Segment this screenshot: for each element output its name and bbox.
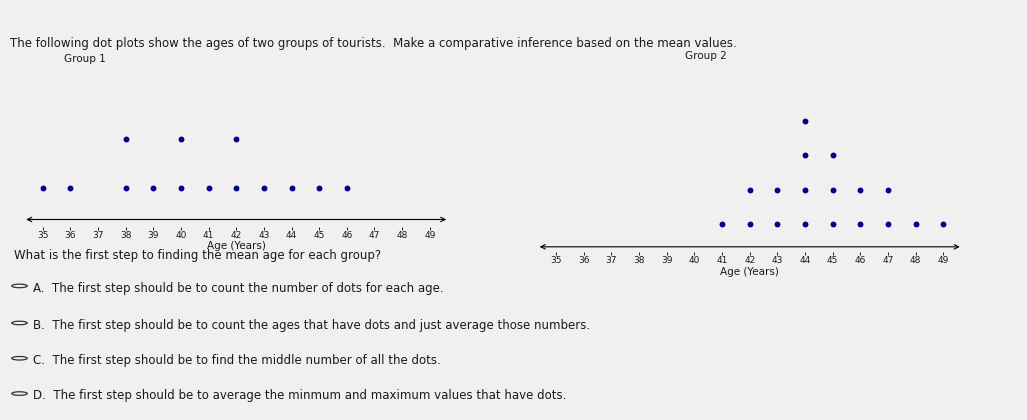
- Point: [228, 184, 244, 191]
- Point: [741, 221, 758, 228]
- X-axis label: Age (Years): Age (Years): [720, 267, 779, 276]
- Point: [825, 186, 841, 193]
- Point: [311, 184, 328, 191]
- Text: The following dot plots show the ages of two groups of tourists.  Make a compara: The following dot plots show the ages of…: [10, 37, 737, 50]
- Point: [228, 136, 244, 142]
- Point: [935, 221, 951, 228]
- Point: [908, 221, 924, 228]
- Point: [797, 152, 813, 158]
- Text: Group 2: Group 2: [685, 52, 727, 61]
- X-axis label: Age (Years): Age (Years): [206, 241, 266, 251]
- Text: What is the first step to finding the mean age for each group?: What is the first step to finding the me…: [14, 249, 381, 262]
- Point: [825, 152, 841, 158]
- Point: [256, 184, 272, 191]
- Point: [880, 186, 897, 193]
- Point: [173, 136, 189, 142]
- Point: [200, 184, 217, 191]
- Point: [825, 221, 841, 228]
- Point: [283, 184, 300, 191]
- Text: Group 1: Group 1: [64, 53, 106, 63]
- Point: [35, 184, 51, 191]
- Point: [797, 117, 813, 124]
- Point: [117, 184, 134, 191]
- Point: [117, 136, 134, 142]
- Point: [714, 221, 730, 228]
- Point: [769, 221, 786, 228]
- Point: [880, 221, 897, 228]
- Point: [797, 186, 813, 193]
- Text: A.  The first step should be to count the number of dots for each age.: A. The first step should be to count the…: [33, 281, 444, 294]
- Point: [797, 221, 813, 228]
- Point: [145, 184, 161, 191]
- Point: [339, 184, 355, 191]
- Point: [852, 186, 869, 193]
- Point: [769, 186, 786, 193]
- Text: D.  The first step should be to average the minmum and maximum values that have : D. The first step should be to average t…: [33, 389, 567, 402]
- Text: C.  The first step should be to find the middle number of all the dots.: C. The first step should be to find the …: [33, 354, 442, 367]
- Text: B.  The first step should be to count the ages that have dots and just average t: B. The first step should be to count the…: [33, 318, 591, 331]
- Point: [741, 186, 758, 193]
- Point: [852, 221, 869, 228]
- Point: [62, 184, 78, 191]
- Point: [173, 184, 189, 191]
